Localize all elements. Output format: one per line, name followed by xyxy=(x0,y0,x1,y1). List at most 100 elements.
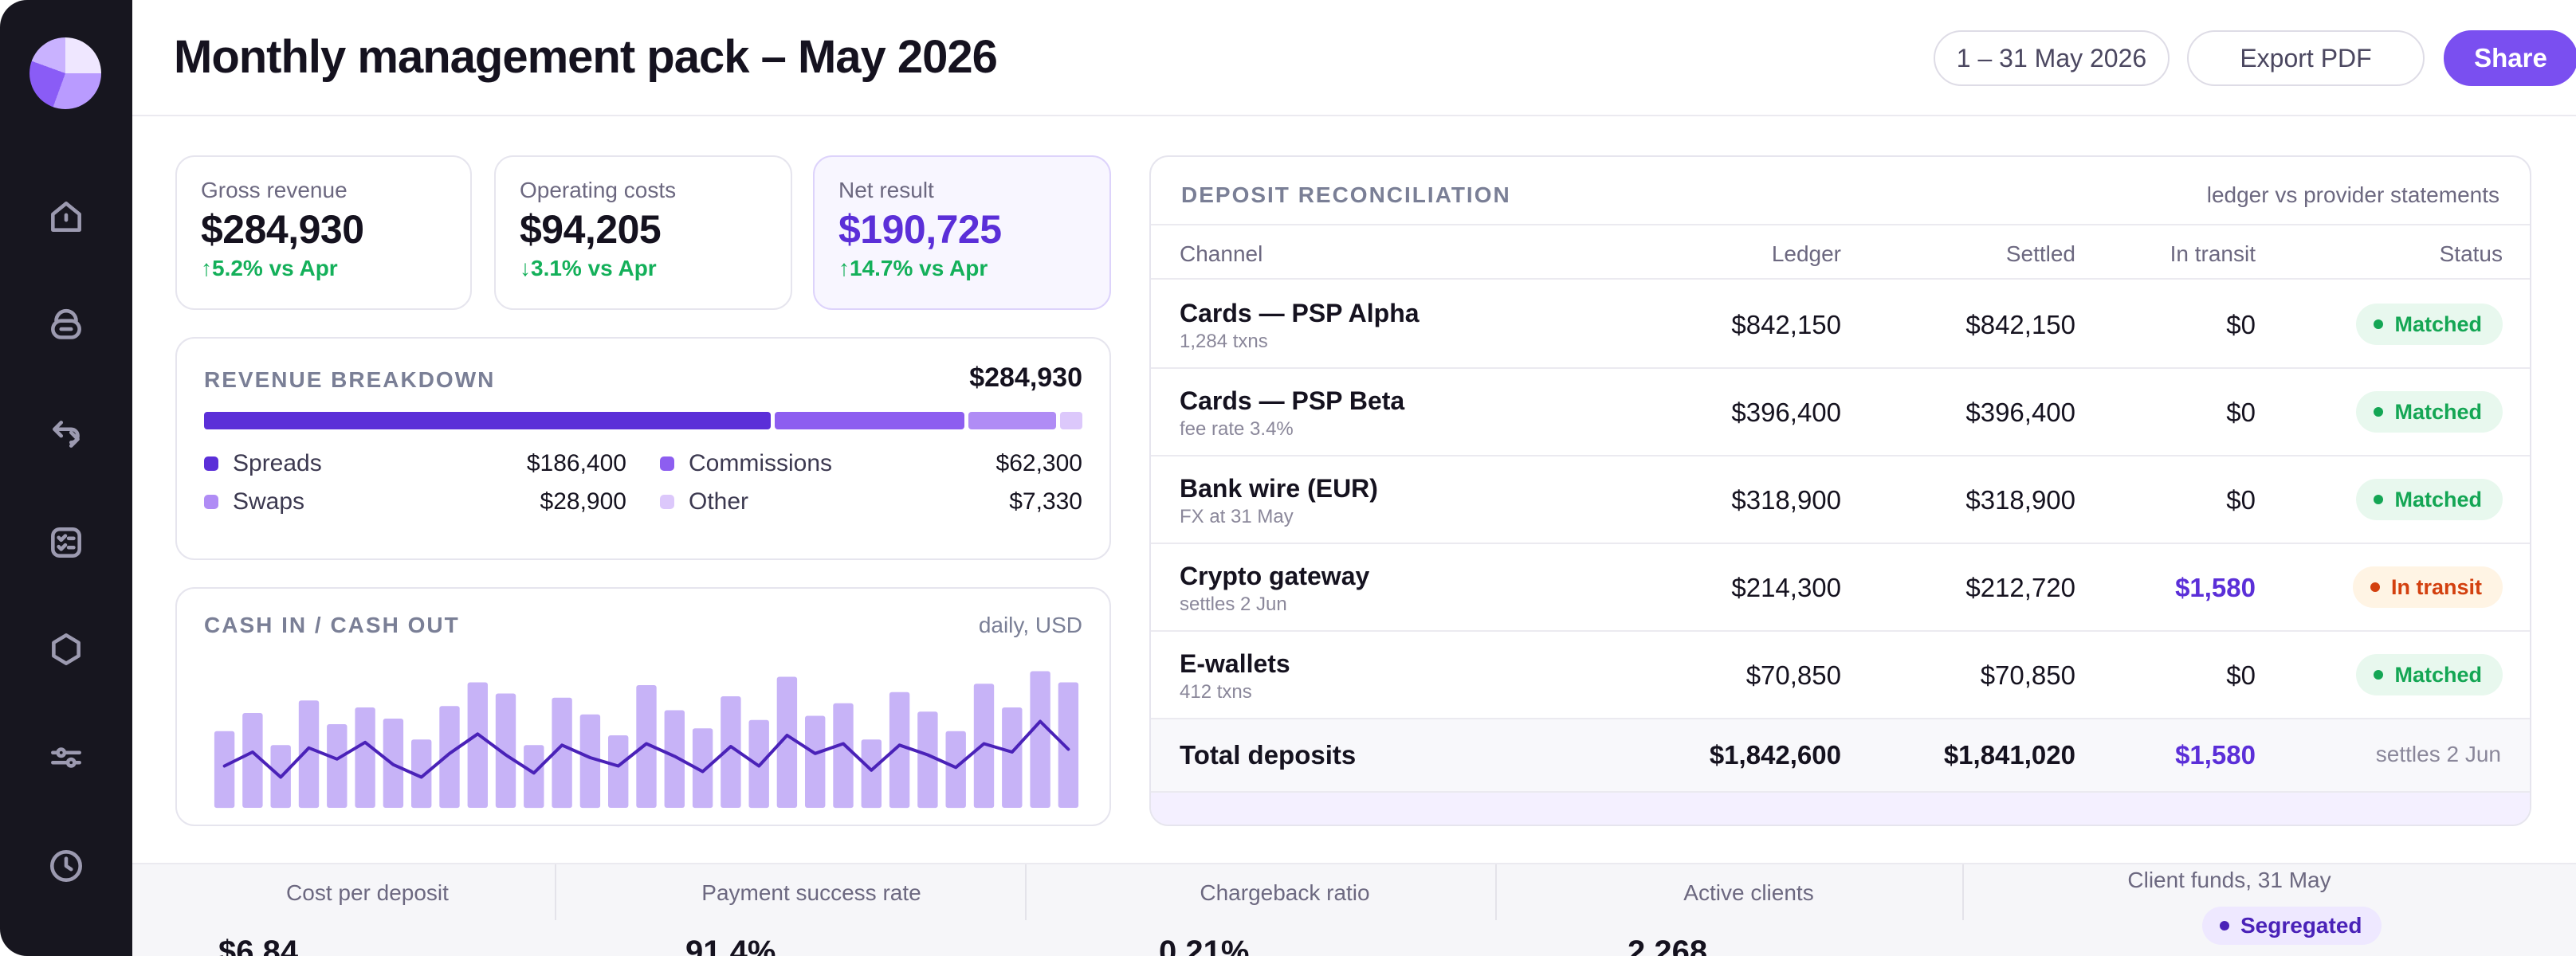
total-ledger: $1,842,600 xyxy=(1709,740,1841,770)
cash-bar[interactable] xyxy=(495,693,516,809)
cash-bar[interactable] xyxy=(327,724,348,808)
cash-bar[interactable] xyxy=(355,707,375,808)
channel-name: Cards — PSP Alpha xyxy=(1180,299,1420,327)
total-label: Total deposits xyxy=(1180,740,1357,770)
metric-cost-per-deposit: Cost per deposit $6.84 xyxy=(132,864,603,956)
cash-bar[interactable] xyxy=(776,676,798,809)
settled-amount: $842,150 xyxy=(1965,310,2075,339)
divider xyxy=(555,864,556,920)
legend-swatch xyxy=(660,456,674,471)
status-badge: In transit xyxy=(2352,566,2503,608)
kpi-card-net-result: Net result $190,725 ↑14.7% vs Apr xyxy=(813,155,1111,310)
column-header-status[interactable]: Status xyxy=(2439,241,2503,266)
kpi-value: $190,725 xyxy=(838,207,1002,252)
in-transit-amount: $1,580 xyxy=(2175,573,2256,602)
cash-bar[interactable] xyxy=(636,685,657,808)
status-dot xyxy=(2374,407,2384,417)
cash-bar[interactable] xyxy=(411,739,432,809)
cash-bar[interactable] xyxy=(579,714,601,809)
column-header-ledger[interactable]: Ledger xyxy=(1771,241,1841,266)
header: Monthly management pack – May 2026 1 – 3… xyxy=(132,0,2576,116)
status-label: Matched xyxy=(2394,311,2482,336)
column-header-channel[interactable]: Channel xyxy=(1180,241,1263,266)
table-row[interactable]: Cards — PSP Beta fee rate 3.4% $396,400 $39… xyxy=(1151,369,2530,456)
table-row[interactable]: Bank wire (EUR) FX at 31 May $318,900 $318,… xyxy=(1151,456,2530,544)
in-transit-amount: $0 xyxy=(2226,310,2256,339)
metric-label: Client funds, 31 May xyxy=(2127,868,2331,892)
channel-detail: 412 txns xyxy=(1180,681,1252,703)
status-label: Matched xyxy=(2394,662,2482,687)
deposit-reconciliation-card: DEPOSIT RECONCILIATION ledger vs provide… xyxy=(1149,155,2531,826)
cash-bar[interactable] xyxy=(889,692,910,809)
cash-bar[interactable] xyxy=(805,715,826,809)
status-dot xyxy=(2374,319,2384,329)
chart-unit: daily, USD xyxy=(978,613,1082,637)
cash-bar[interactable] xyxy=(973,684,995,809)
ledger-amount: $214,300 xyxy=(1731,573,1841,602)
revenue-segment-swaps[interactable] xyxy=(968,412,1057,429)
table-row[interactable]: Crypto gateway settles 2 Jun $214,300 $212,… xyxy=(1151,544,2530,632)
legend-swaps: Swaps xyxy=(204,488,304,515)
table-row[interactable]: E-wallets 412 txns $70,850 $70,850 $0 Matched xyxy=(1151,632,2530,719)
legend-spreads: Spreads xyxy=(204,450,322,477)
home-icon[interactable] xyxy=(45,195,88,238)
clock-icon[interactable] xyxy=(45,844,88,887)
cash-bar[interactable] xyxy=(552,697,572,809)
revenue-segment-commissions[interactable] xyxy=(775,412,964,429)
cash-bar[interactable] xyxy=(298,700,320,809)
cash-bar[interactable] xyxy=(439,706,460,809)
legend-value: $186,400 xyxy=(526,450,626,476)
table-row[interactable]: Cards — PSP Alpha 1,284 txns $842,150 $842,… xyxy=(1151,281,2530,369)
revenue-total: $284,930 xyxy=(969,362,1082,393)
sliders-icon[interactable] xyxy=(45,736,88,779)
cash-bar[interactable] xyxy=(664,710,685,809)
logo[interactable] xyxy=(29,37,101,109)
kpi-label: Gross revenue xyxy=(201,178,348,202)
legend-value: $7,330 xyxy=(1009,488,1082,515)
badge-label: Segregated xyxy=(2240,913,2362,938)
cash-bar[interactable] xyxy=(242,713,263,808)
cash-bar[interactable] xyxy=(917,711,938,809)
wallet-icon[interactable] xyxy=(45,306,88,349)
cash-bar[interactable] xyxy=(861,739,882,809)
cash-bar[interactable] xyxy=(1002,707,1023,808)
channel-detail: fee rate 3.4% xyxy=(1180,418,1294,440)
kpi-value: $284,930 xyxy=(201,207,364,252)
cash-bar[interactable] xyxy=(833,703,854,809)
status-badge: Matched xyxy=(2356,654,2503,695)
status-dot xyxy=(2370,582,2380,592)
table-header: Channel Ledger Settled In transit Status xyxy=(1151,225,2530,280)
cash-out-line xyxy=(222,719,1070,779)
cash-bar[interactable] xyxy=(1058,682,1079,809)
cash-bar[interactable] xyxy=(608,735,629,808)
metric-payment-success-rate: Payment success rate 91.4% xyxy=(603,864,1020,956)
column-header-in-transit[interactable]: In transit xyxy=(2170,241,2256,266)
channel-name: E-wallets xyxy=(1180,649,1290,678)
cash-bar[interactable] xyxy=(1030,671,1050,809)
cash-bar[interactable] xyxy=(692,728,713,809)
revenue-segment-spreads[interactable] xyxy=(204,412,772,429)
metric-label: Cost per deposit xyxy=(286,880,449,905)
total-in-transit: $1,580 xyxy=(2175,740,2256,770)
hexagon-icon[interactable] xyxy=(45,628,88,671)
legend-swatch xyxy=(204,456,218,471)
date-range-button[interactable]: 1 – 31 May 2026 xyxy=(1934,30,2170,86)
column-header-settled[interactable]: Settled xyxy=(2005,241,2075,266)
export-pdf-button[interactable]: Export PDF xyxy=(2187,30,2425,86)
status-label: In transit xyxy=(2390,574,2482,599)
legend-value: $28,900 xyxy=(540,488,626,515)
cash-bar[interactable] xyxy=(721,696,741,808)
section-title: DEPOSIT RECONCILIATION xyxy=(1181,182,1511,207)
divider xyxy=(1495,864,1497,920)
metric-label: Chargeback ratio xyxy=(1200,880,1370,905)
checklist-icon[interactable] xyxy=(45,521,88,564)
revenue-segment-other[interactable] xyxy=(1060,412,1082,429)
transfer-icon[interactable] xyxy=(45,413,88,456)
cash-bar[interactable] xyxy=(214,731,235,809)
cash-bar[interactable] xyxy=(945,731,966,809)
cash-bar[interactable] xyxy=(467,682,488,809)
sidebar xyxy=(0,0,132,956)
legend-label: Commissions xyxy=(689,450,833,476)
share-button[interactable]: Share xyxy=(2444,30,2576,86)
cash-bar[interactable] xyxy=(524,745,544,809)
